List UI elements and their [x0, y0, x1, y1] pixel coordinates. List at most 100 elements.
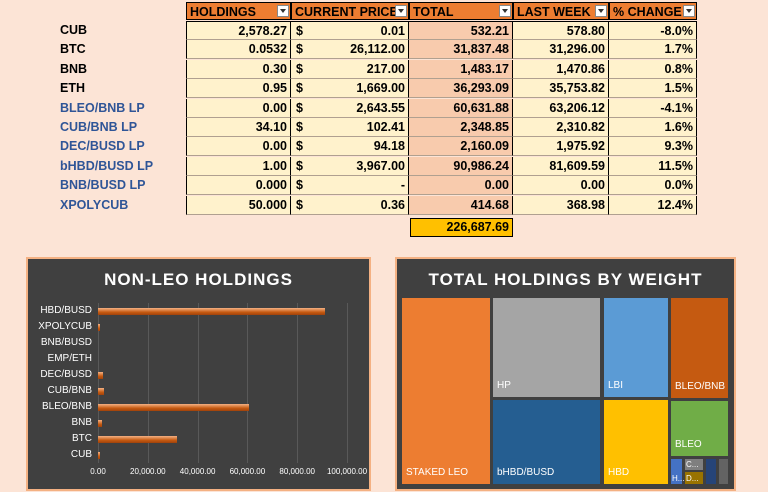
filter-dropdown-icon[interactable]	[277, 5, 289, 17]
header-percent-change[interactable]: % CHANGE	[609, 2, 697, 20]
price-cell[interactable]: $2,643.55	[291, 98, 409, 118]
treemap-cell[interactable]: BLEO/BNB	[670, 297, 729, 399]
last-week-cell[interactable]: 63,206.12	[513, 98, 609, 118]
total-cell[interactable]: 2,348.85	[409, 118, 513, 137]
percent-change-cell[interactable]: -4.1%	[609, 98, 697, 118]
treemap-cell[interactable]	[705, 458, 717, 485]
bar[interactable]	[98, 307, 325, 315]
total-cell[interactable]: 532.21	[409, 21, 513, 40]
header-total[interactable]: TOTAL	[409, 2, 513, 20]
grand-total-cell[interactable]: 226,687.69	[410, 218, 513, 237]
last-week-cell[interactable]: 578.80	[513, 21, 609, 40]
treemap-cell[interactable]: D...	[684, 471, 704, 485]
holdings-cell[interactable]: 0.0532	[186, 40, 291, 60]
total-cell[interactable]: 36,293.09	[409, 79, 513, 99]
row-label: CUB	[60, 23, 88, 37]
price-cell[interactable]: $94.18	[291, 137, 409, 157]
price-cell[interactable]: $3,967.00	[291, 156, 409, 176]
last-week-cell[interactable]: 0.00	[513, 176, 609, 196]
y-category-label: XPOLYCUB	[38, 321, 92, 332]
last-week-cell[interactable]: 1,975.92	[513, 137, 609, 157]
last-week-cell[interactable]: 31,296.00	[513, 40, 609, 60]
gridline	[98, 303, 99, 463]
price-cell[interactable]: $217.00	[291, 59, 409, 79]
holdings-cell[interactable]: 0.000	[186, 176, 291, 196]
treemap-cell[interactable]: bHBD/BUSD	[492, 399, 601, 485]
treemap-label: LBI	[608, 380, 624, 391]
cell-value: 1,470.86	[556, 61, 605, 76]
price-cell[interactable]: $102.41	[291, 118, 409, 137]
filter-dropdown-icon[interactable]	[683, 5, 695, 17]
total-holdings-by-weight-chart[interactable]: TOTAL HOLDINGS BY WEIGHT STAKED LEO HP bHB…	[395, 257, 736, 491]
percent-change-cell[interactable]: -8.0%	[609, 21, 697, 40]
filter-dropdown-icon[interactable]	[595, 5, 607, 17]
percent-change-cell[interactable]: 1.5%	[609, 79, 697, 99]
header-last-week[interactable]: LAST WEEK	[513, 2, 609, 20]
cell-value: 1,483.17	[460, 61, 509, 76]
total-cell[interactable]: 60,631.88	[409, 98, 513, 118]
row-label: XPOLYCUB	[60, 197, 129, 212]
bar[interactable]	[98, 371, 104, 379]
last-week-cell[interactable]: 1,470.86	[513, 59, 609, 79]
last-week-cell[interactable]: 368.98	[513, 195, 609, 215]
price-cell[interactable]: $26,112.00	[291, 40, 409, 60]
non-leo-holdings-chart[interactable]: NON-LEO HOLDINGS HBD/BUSD XPOLYCUB BNB/BUS…	[26, 257, 371, 491]
total-cell[interactable]: 31,837.48	[409, 40, 513, 60]
y-category-label: BNB/BUSD	[40, 337, 92, 348]
last-week-cell[interactable]: 81,609.59	[513, 156, 609, 176]
currency-symbol: $	[296, 24, 303, 38]
treemap-cell[interactable]: HBD	[603, 399, 669, 485]
holdings-cell[interactable]: 50.000	[186, 195, 291, 215]
last-week-cell[interactable]: 2,310.82	[513, 118, 609, 137]
bar[interactable]	[98, 323, 100, 331]
x-axis-ticks: 0.00 20,000.00 40,000.00 60,000.00 80,000.00…	[90, 467, 367, 479]
gridline	[197, 303, 199, 463]
total-cell[interactable]: 1,483.17	[409, 59, 513, 79]
holdings-cell[interactable]: 0.95	[186, 79, 291, 99]
cell-value: 0.000	[255, 178, 287, 193]
total-cell[interactable]: 0.00	[409, 176, 513, 196]
treemap-cell[interactable]: STAKED LEO	[401, 297, 491, 485]
treemap-cell[interactable]	[718, 458, 729, 485]
price-cell[interactable]: $0.01	[291, 21, 409, 40]
total-cell[interactable]: 414.68	[409, 195, 513, 215]
filter-dropdown-icon[interactable]	[499, 5, 511, 17]
treemap-cell[interactable]: HP	[492, 297, 601, 398]
percent-change-cell[interactable]: 12.4%	[609, 195, 697, 215]
cell-value: 414.68	[470, 197, 509, 212]
holdings-cell[interactable]: 0.00	[186, 137, 291, 157]
holdings-cell[interactable]: 1.00	[186, 156, 291, 176]
total-cell[interactable]: 2,160.09	[409, 137, 513, 157]
percent-change-cell[interactable]: 1.6%	[609, 118, 697, 137]
header-current-price[interactable]: CURRENT PRICE	[291, 2, 409, 20]
total-cell[interactable]: 90,986.24	[409, 156, 513, 176]
treemap-cell[interactable]: C...	[684, 458, 704, 471]
treemap-cell[interactable]: BLEO	[670, 400, 729, 457]
price-cell[interactable]: $0.36	[291, 195, 409, 215]
price-cell[interactable]: $ -	[291, 176, 409, 196]
cell-value: 26,112.00	[350, 42, 405, 57]
percent-change-cell[interactable]: 9.3%	[609, 137, 697, 157]
percent-change-cell[interactable]: 0.0%	[609, 176, 697, 196]
bar[interactable]	[98, 403, 249, 411]
percent-change-cell[interactable]: 1.7%	[609, 40, 697, 60]
bar[interactable]	[98, 451, 100, 459]
treemap-cell[interactable]: LBI	[603, 297, 669, 398]
holdings-cell[interactable]: 0.00	[186, 98, 291, 118]
bar[interactable]	[98, 387, 104, 395]
percent-change-cell[interactable]: 11.5%	[609, 156, 697, 176]
percent-change-cell[interactable]: 0.8%	[609, 59, 697, 79]
bar[interactable]	[98, 435, 178, 443]
header-holdings[interactable]: HOLDINGS	[186, 2, 291, 20]
holdings-cell[interactable]: 2,578.27	[186, 21, 291, 40]
cell-value: 1.5%	[664, 81, 694, 96]
price-cell[interactable]: $1,669.00	[291, 79, 409, 99]
holdings-cell[interactable]: 34.10	[186, 118, 291, 137]
cell-value: 368.98	[566, 197, 605, 212]
bar[interactable]	[98, 419, 102, 427]
filter-dropdown-icon[interactable]	[395, 5, 407, 17]
holdings-cell[interactable]: 0.30	[186, 59, 291, 79]
cell-value: 0.0532	[248, 42, 287, 57]
treemap-cell[interactable]: H...	[670, 458, 684, 485]
last-week-cell[interactable]: 35,753.82	[513, 79, 609, 99]
